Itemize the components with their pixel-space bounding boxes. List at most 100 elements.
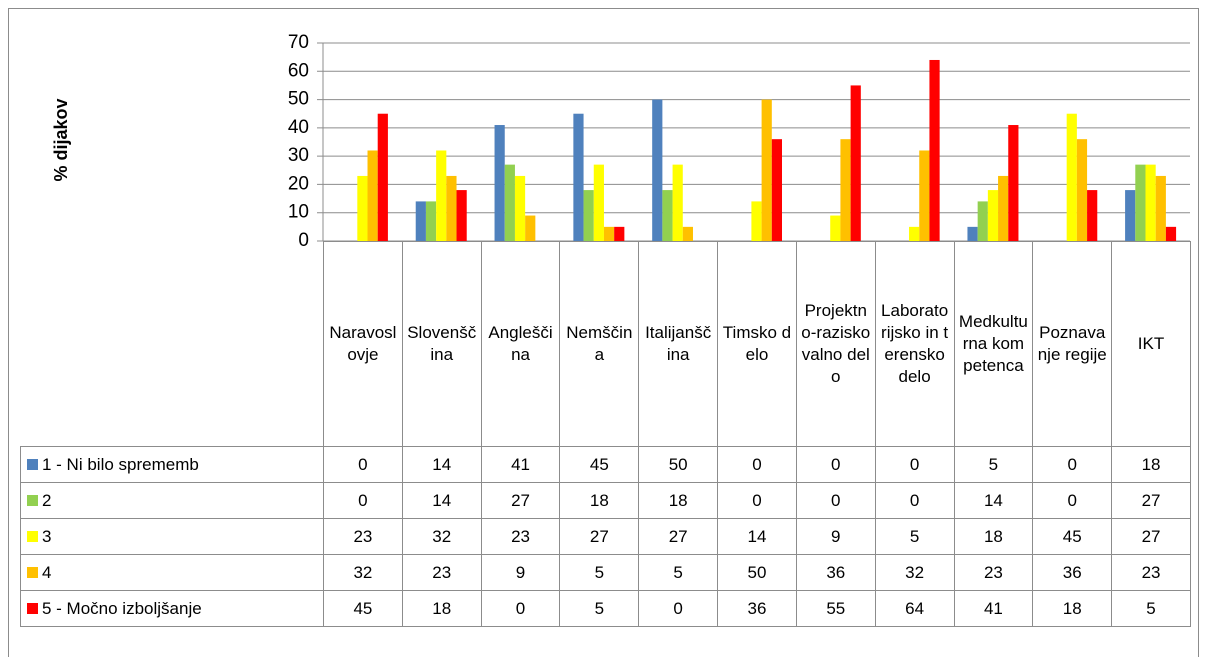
table-value: 0 — [1032, 446, 1113, 483]
table-value: 32 — [874, 554, 955, 591]
legend-swatch — [27, 566, 38, 578]
legend-label: 2 — [42, 490, 52, 510]
table-value: 18 — [1032, 590, 1113, 627]
bar — [1008, 125, 1019, 241]
table-value: 0 — [717, 446, 797, 483]
legend-entry: 2 — [20, 482, 324, 519]
bar — [850, 85, 861, 241]
table-value: 5 — [953, 446, 1034, 483]
table-value: 14 — [953, 482, 1034, 519]
bar — [525, 215, 536, 241]
bar — [652, 99, 663, 241]
table-value: 36 — [717, 590, 797, 627]
bar — [682, 226, 693, 241]
table-value: 14 — [401, 482, 482, 519]
y-tick-label: 10 — [288, 202, 309, 223]
table-value: 45 — [559, 446, 640, 483]
category-label: Angleščina — [480, 241, 561, 447]
corner-cell — [20, 241, 324, 447]
series-row: 1 - Ni bilo sprememb 0 14 41 45 50 0 0 0 5 0 18 — [20, 446, 1191, 483]
category-label: Italijanščina — [638, 241, 719, 447]
legend-swatch — [27, 494, 38, 506]
series-row: 4 32 23 9 5 5 50 36 32 23 36 23 — [20, 554, 1191, 591]
bar — [425, 201, 437, 241]
table-value: 0 — [795, 482, 876, 519]
table-value: 50 — [638, 446, 719, 483]
table-value: 9 — [480, 554, 561, 591]
bar — [977, 201, 988, 241]
bar — [1087, 190, 1098, 241]
table-value: 5 — [638, 554, 719, 591]
category-label: Laboratorijsko in terensko delo — [874, 241, 955, 447]
table-value: 0 — [717, 482, 797, 519]
table-value: 23 — [1111, 554, 1191, 591]
series-row: 2 0 14 27 18 18 0 0 0 14 0 27 — [20, 482, 1191, 519]
bar — [919, 150, 930, 241]
legend-entry: 3 — [20, 518, 324, 555]
bar — [998, 175, 1009, 241]
bar — [771, 139, 782, 241]
table-value: 32 — [401, 518, 482, 555]
table-value: 45 — [323, 590, 403, 627]
table-value: 32 — [323, 554, 403, 591]
table-value: 27 — [480, 482, 561, 519]
category-label: Naravoslovje — [323, 241, 403, 447]
bar — [377, 113, 388, 241]
bar — [1125, 190, 1136, 241]
bar — [357, 175, 368, 241]
bar — [583, 190, 594, 241]
bar — [761, 99, 772, 241]
table-value: 0 — [795, 446, 876, 483]
series-row: 3 23 32 23 27 27 14 9 5 18 45 27 — [20, 518, 1191, 555]
y-axis-title: % dijakov — [51, 98, 71, 181]
table-value: 14 — [717, 518, 797, 555]
table-value: 45 — [1032, 518, 1113, 555]
table-value: 0 — [874, 482, 955, 519]
table-value: 5 — [559, 590, 640, 627]
table-value: 18 — [401, 590, 482, 627]
bar — [593, 164, 604, 241]
category-label: Medkulturna kompetenca — [953, 241, 1034, 447]
y-tick-label: 0 — [298, 230, 309, 251]
table-value: 9 — [795, 518, 876, 555]
legend-entry: 5 - Močno izboljšanje — [20, 590, 324, 627]
table-value: 18 — [638, 482, 719, 519]
table-value: 23 — [401, 554, 482, 591]
bar — [929, 59, 940, 241]
table-value: 27 — [1111, 482, 1191, 519]
legend-swatch — [27, 530, 38, 542]
table-value: 5 — [1111, 590, 1191, 627]
category-label: Nemščina — [559, 241, 640, 447]
table-value: 5 — [559, 554, 640, 591]
chart-border — [8, 8, 1199, 657]
table-value: 41 — [953, 590, 1034, 627]
legend-label: 3 — [42, 526, 52, 546]
category-label: Timsko delo — [717, 241, 797, 447]
y-tick-label: 30 — [288, 145, 309, 166]
y-tick-label: 60 — [288, 60, 309, 81]
table-value: 14 — [401, 446, 482, 483]
bar — [1155, 175, 1166, 241]
bar — [840, 139, 851, 241]
bar — [456, 190, 467, 241]
legend-entry: 1 - Ni bilo sprememb — [20, 446, 324, 483]
bar — [603, 226, 615, 241]
data-table: Naravoslovje Slovenščina Angleščina Nemščin… — [20, 241, 1191, 627]
bar — [1135, 164, 1146, 241]
bar — [504, 164, 515, 241]
table-value: 18 — [1111, 446, 1191, 483]
table-value: 0 — [323, 482, 403, 519]
category-label: Projektno-raziskovalno delo — [795, 241, 876, 447]
bar — [367, 150, 378, 241]
table-value: 50 — [717, 554, 797, 591]
header-row: Naravoslovje Slovenščina Angleščina Nemščin… — [20, 241, 1191, 447]
table-value: 0 — [323, 446, 403, 483]
bar — [573, 113, 584, 241]
table-value: 0 — [1032, 482, 1113, 519]
table-value: 64 — [874, 590, 955, 627]
legend-entry: 4 — [20, 554, 324, 591]
table-value: 18 — [559, 482, 640, 519]
bar — [446, 175, 457, 241]
